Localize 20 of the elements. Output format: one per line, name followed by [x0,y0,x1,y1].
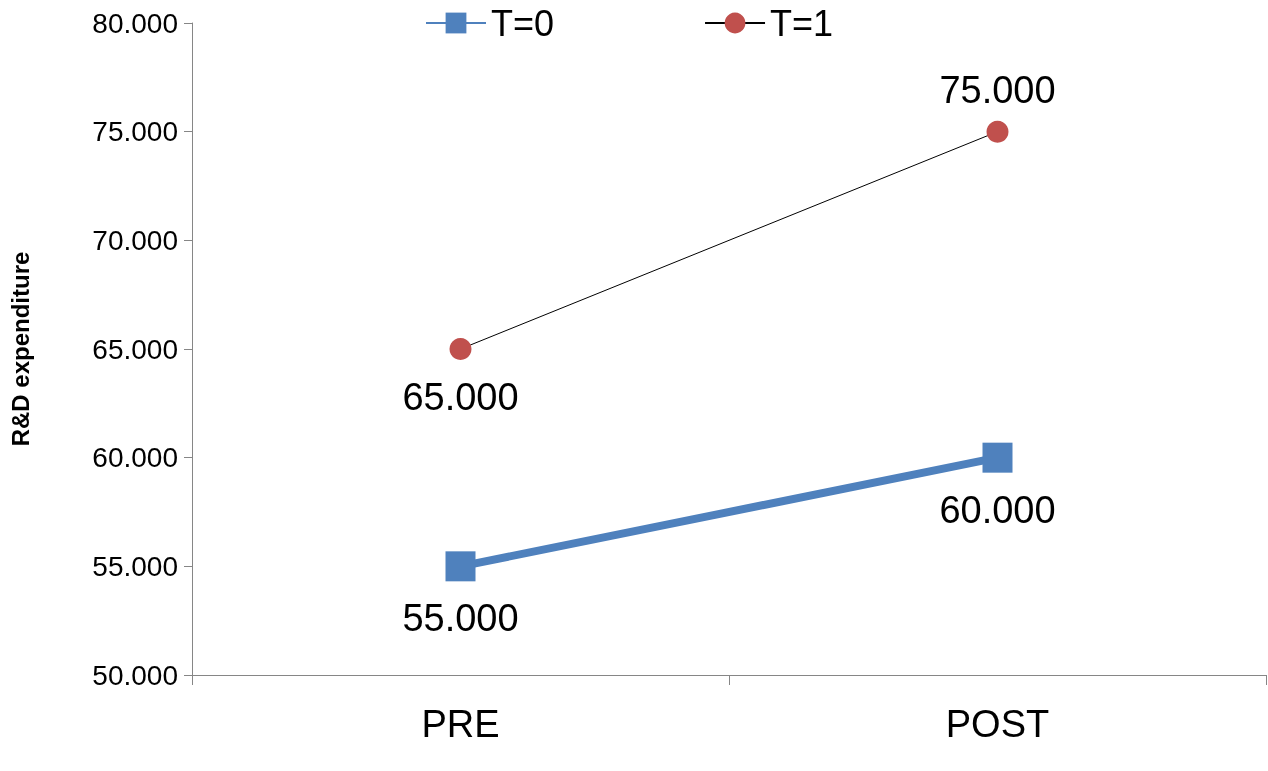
y-tick-label: 75.000 [92,116,178,148]
y-tick-label: 50.000 [92,659,178,691]
data-label: 65.000 [402,376,519,418]
point [445,551,476,582]
legend-label: T=1 [770,2,834,44]
y-tick-label: 65.000 [92,333,178,365]
y-tick-label: 60.000 [92,442,178,474]
x-tick-label: POST [945,703,1050,745]
data-label: 55.000 [402,597,519,640]
point [986,120,1009,143]
y-tick-label: 55.000 [92,550,178,582]
y-tick-label: 80.000 [92,7,178,39]
point [449,338,472,360]
data-label: 75.000 [939,68,1056,111]
y-tick-label: 70.000 [92,224,178,256]
point [982,442,1013,473]
data-label: 60.000 [939,488,1056,531]
legend-label: T=0 [491,2,555,44]
x-tick-label: PRE [421,703,500,745]
y-axis-title: R&D expenditure [6,251,34,447]
